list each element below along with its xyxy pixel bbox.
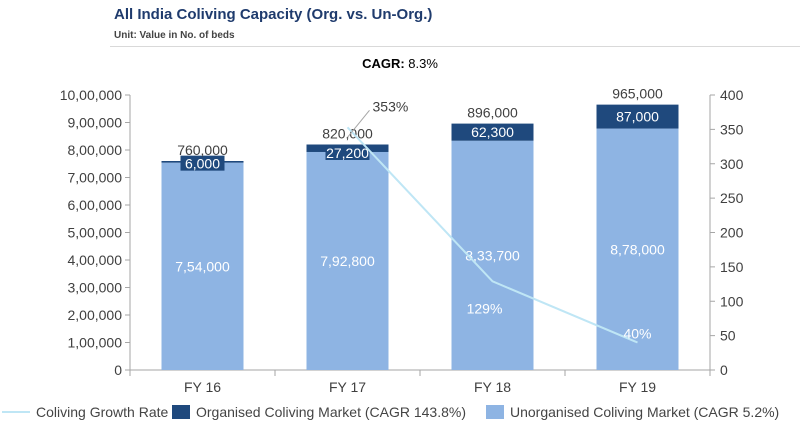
y-right-tick-label: 150 xyxy=(720,259,744,275)
data-label-unorganised: 7,92,800 xyxy=(320,253,375,269)
y-left-tick-label: 9,00,000 xyxy=(68,115,123,131)
y-left-tick-label: 7,00,000 xyxy=(68,170,123,186)
y-right-tick-label: 100 xyxy=(720,293,744,309)
legend-swatch-organised xyxy=(172,405,190,419)
data-label-organised: 62,300 xyxy=(471,124,514,140)
legend-line-swatch xyxy=(2,411,30,413)
x-tick-label: FY 19 xyxy=(619,379,656,395)
y-right-tick-label: 400 xyxy=(720,87,744,103)
y-right-tick-label: 0 xyxy=(720,362,728,378)
y-right-tick-label: 200 xyxy=(720,225,744,241)
x-tick-label: FY 16 xyxy=(184,379,221,395)
growth-rate-label: 40% xyxy=(623,326,651,342)
legend-label-unorganised: Unorganised Coliving Market (CAGR 5.2%) xyxy=(510,404,780,420)
chart-legend: Coliving Growth Rate Organised Coliving … xyxy=(0,404,800,426)
data-label-organised-bg xyxy=(325,144,370,160)
y-left-tick-label: 3,00,000 xyxy=(68,280,123,296)
bar-unorganised xyxy=(161,162,244,370)
x-tick-label: FY 18 xyxy=(474,379,511,395)
data-label-unorganised: 8,78,000 xyxy=(610,241,665,257)
data-label-total: 965,000 xyxy=(612,86,663,102)
x-tick-label: FY 17 xyxy=(329,379,366,395)
y-left-tick-label: 4,00,000 xyxy=(68,252,123,268)
y-left-tick-label: 8,00,000 xyxy=(68,142,123,158)
cagr-value: 8.3% xyxy=(408,56,438,71)
cagr-annotation: CAGR: 8.3% xyxy=(0,56,800,71)
data-label-total: 760,000 xyxy=(177,142,228,158)
growth-rate-line xyxy=(346,126,638,344)
y-right-tick-label: 50 xyxy=(720,328,736,344)
data-label-unorganised: 7,54,000 xyxy=(175,258,230,274)
data-label-organised-bg xyxy=(180,155,225,171)
bar-unorganised xyxy=(596,128,679,370)
bar-unorganised xyxy=(306,151,389,370)
y-right-tick-label: 300 xyxy=(720,156,744,172)
legend-item-organised: Organised Coliving Market (CAGR 143.8%) xyxy=(172,404,466,420)
data-label-organised: 6,000 xyxy=(185,156,220,172)
chart-title: All India Coliving Capacity (Org. vs. Un… xyxy=(114,6,433,23)
title-divider xyxy=(110,46,800,47)
y-left-tick-label: 10,00,000 xyxy=(60,87,122,103)
legend-item-unorganised: Unorganised Coliving Market (CAGR 5.2%) xyxy=(486,404,779,420)
data-label-organised: 87,000 xyxy=(616,109,659,125)
y-left-tick-label: 5,00,000 xyxy=(68,225,123,241)
legend-item-growth-rate: Coliving Growth Rate xyxy=(2,404,168,420)
data-label-total: 820,000 xyxy=(322,126,373,142)
y-left-tick-label: 6,00,000 xyxy=(68,197,123,213)
growth-label-leader xyxy=(347,109,370,138)
y-left-tick-label: 2,00,000 xyxy=(68,307,123,323)
growth-rate-label: 129% xyxy=(467,300,503,316)
chart-subtitle: Unit: Value in No. of beds xyxy=(114,30,235,41)
data-label-organised: 27,200 xyxy=(326,145,369,161)
legend-label-growth-rate: Coliving Growth Rate xyxy=(36,404,169,420)
growth-rate-label: 353% xyxy=(373,98,409,114)
bar-organised xyxy=(596,104,679,129)
y-right-tick-label: 250 xyxy=(720,190,744,206)
legend-swatch-unorganised xyxy=(486,405,504,419)
y-right-tick-label: 350 xyxy=(720,121,744,137)
y-left-tick-label: 0 xyxy=(114,362,122,378)
stacked-bar-chart: 0 1,00,000 2,00,000 3,00,000 4,00,000 5,00,00… xyxy=(60,86,744,395)
legend-label-organised: Organised Coliving Market (CAGR 143.8%) xyxy=(196,404,466,420)
bar-unorganised xyxy=(451,140,534,370)
y-left-tick-label: 1,00,000 xyxy=(68,335,123,351)
data-label-unorganised: 8,33,700 xyxy=(465,247,520,263)
data-label-total: 896,000 xyxy=(467,105,518,121)
bar-organised xyxy=(451,123,534,141)
cagr-label: CAGR: xyxy=(362,56,405,71)
